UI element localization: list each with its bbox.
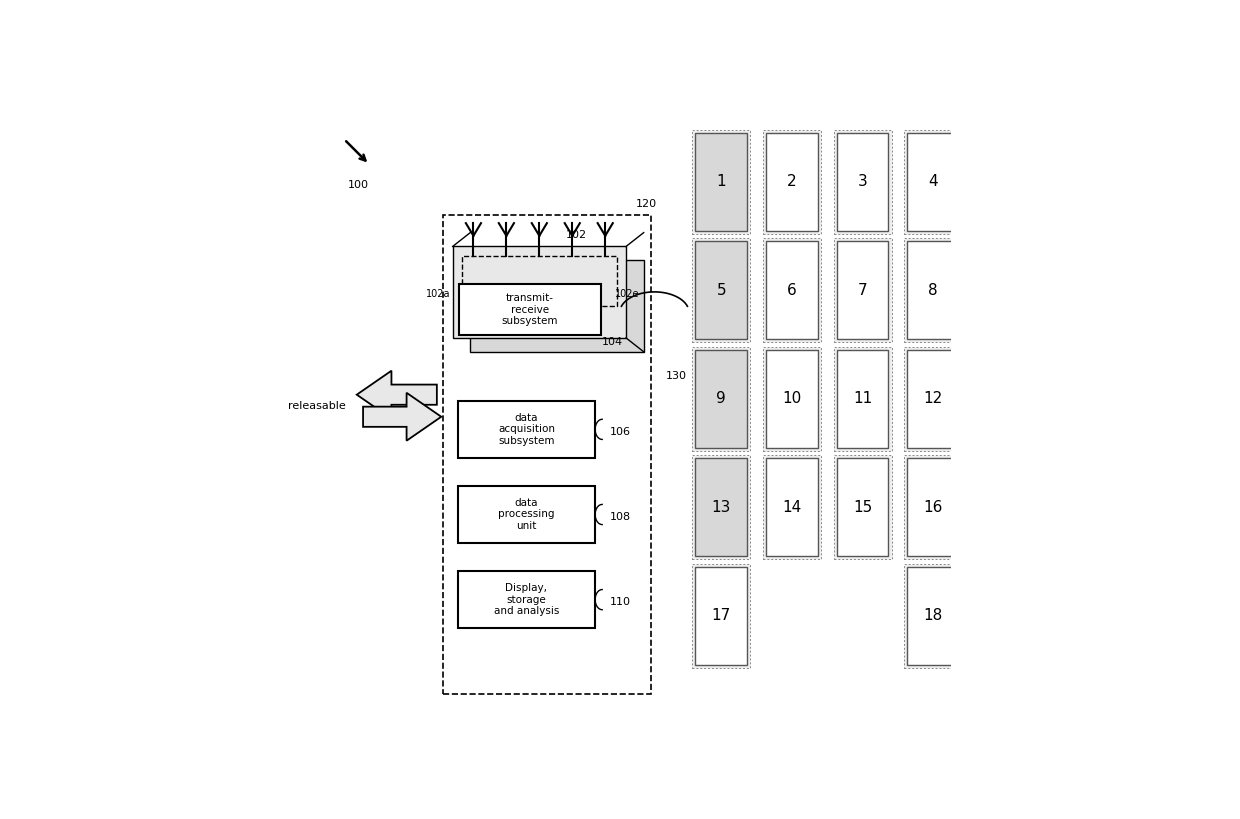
Text: 3: 3 [858, 174, 868, 189]
FancyBboxPatch shape [904, 238, 962, 342]
FancyBboxPatch shape [458, 401, 595, 458]
FancyBboxPatch shape [837, 459, 888, 556]
FancyBboxPatch shape [908, 567, 959, 664]
FancyBboxPatch shape [908, 242, 959, 339]
FancyBboxPatch shape [908, 350, 959, 448]
FancyBboxPatch shape [766, 133, 817, 231]
Text: 8: 8 [929, 283, 937, 298]
Text: 9: 9 [717, 391, 727, 406]
FancyBboxPatch shape [692, 563, 750, 667]
Text: 13: 13 [712, 500, 730, 515]
Text: data
processing
unit: data processing unit [498, 498, 554, 531]
FancyBboxPatch shape [696, 459, 748, 556]
FancyBboxPatch shape [459, 284, 601, 335]
Text: 100: 100 [347, 180, 368, 190]
FancyBboxPatch shape [696, 567, 748, 664]
FancyBboxPatch shape [692, 129, 750, 234]
FancyBboxPatch shape [833, 346, 892, 450]
Text: 15: 15 [853, 500, 872, 515]
Text: 1: 1 [717, 174, 727, 189]
Text: 120: 120 [635, 199, 657, 209]
FancyBboxPatch shape [696, 133, 748, 231]
Text: 7: 7 [858, 283, 867, 298]
FancyBboxPatch shape [763, 238, 821, 342]
Text: transmit-
receive
subsystem: transmit- receive subsystem [502, 293, 558, 326]
FancyBboxPatch shape [692, 238, 750, 342]
FancyBboxPatch shape [908, 133, 959, 231]
Text: 6: 6 [787, 283, 797, 298]
FancyBboxPatch shape [453, 247, 626, 338]
Text: 14: 14 [782, 500, 801, 515]
Text: 102: 102 [567, 230, 588, 240]
Text: Display,
storage
and analysis: Display, storage and analysis [494, 583, 559, 616]
Text: 18: 18 [924, 609, 942, 623]
Text: 10: 10 [782, 391, 801, 406]
Text: 12: 12 [924, 391, 942, 406]
Text: 4: 4 [929, 174, 937, 189]
Text: 110: 110 [610, 597, 631, 607]
FancyBboxPatch shape [763, 346, 821, 450]
FancyBboxPatch shape [696, 350, 748, 448]
FancyBboxPatch shape [904, 455, 962, 559]
FancyBboxPatch shape [837, 133, 888, 231]
Text: 17: 17 [712, 609, 730, 623]
FancyBboxPatch shape [458, 486, 595, 543]
FancyBboxPatch shape [692, 346, 750, 450]
FancyBboxPatch shape [904, 563, 962, 667]
Text: data
acquisition
subsystem: data acquisition subsystem [498, 413, 556, 446]
FancyBboxPatch shape [766, 242, 817, 339]
FancyBboxPatch shape [837, 242, 888, 339]
Text: 104: 104 [603, 337, 624, 346]
FancyBboxPatch shape [833, 238, 892, 342]
FancyBboxPatch shape [904, 129, 962, 234]
Polygon shape [357, 371, 436, 419]
Text: 130: 130 [666, 371, 687, 381]
Text: 5: 5 [717, 283, 727, 298]
FancyBboxPatch shape [837, 350, 888, 448]
Text: 11: 11 [853, 391, 872, 406]
FancyBboxPatch shape [763, 129, 821, 234]
FancyBboxPatch shape [763, 455, 821, 559]
Text: 16: 16 [924, 500, 942, 515]
FancyBboxPatch shape [458, 572, 595, 628]
FancyBboxPatch shape [692, 455, 750, 559]
FancyBboxPatch shape [766, 459, 817, 556]
FancyBboxPatch shape [470, 260, 644, 352]
Text: 102e: 102e [615, 289, 640, 299]
Polygon shape [363, 393, 441, 441]
FancyBboxPatch shape [833, 455, 892, 559]
Text: 102a: 102a [427, 289, 450, 299]
FancyBboxPatch shape [696, 242, 748, 339]
Text: releasable: releasable [288, 401, 346, 411]
Text: 106: 106 [610, 427, 631, 437]
FancyBboxPatch shape [904, 346, 962, 450]
FancyBboxPatch shape [908, 459, 959, 556]
FancyBboxPatch shape [766, 350, 817, 448]
Text: 2: 2 [787, 174, 797, 189]
FancyBboxPatch shape [833, 129, 892, 234]
Text: 108: 108 [610, 512, 631, 522]
